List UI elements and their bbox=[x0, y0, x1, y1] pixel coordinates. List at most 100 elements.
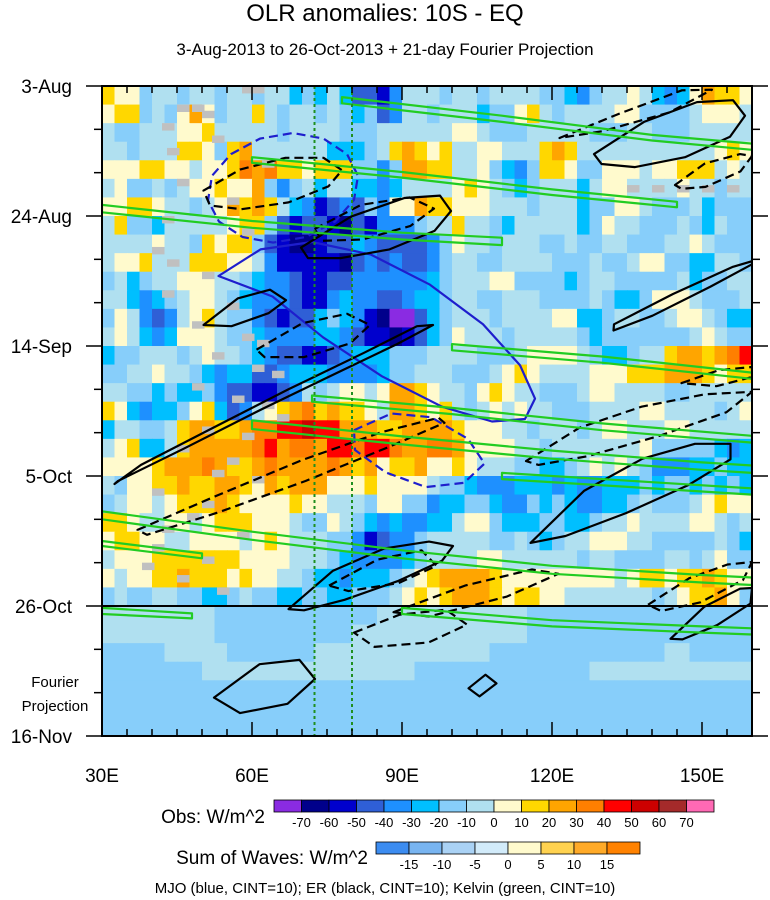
heatmap-cell bbox=[377, 717, 391, 736]
heatmap-cell bbox=[139, 346, 153, 366]
heatmap-cell bbox=[252, 253, 266, 273]
heatmap-cell bbox=[514, 661, 528, 681]
heatmap-cell bbox=[577, 531, 591, 551]
heatmap-cell bbox=[377, 86, 391, 106]
heatmap-cell bbox=[527, 587, 541, 607]
heatmap-cell bbox=[614, 234, 628, 254]
heatmap-cell bbox=[564, 290, 578, 310]
heatmap-cell bbox=[177, 401, 191, 421]
y-tick-label: 24-Aug bbox=[11, 207, 72, 228]
heatmap-cell bbox=[739, 587, 752, 607]
heatmap-cell bbox=[464, 717, 478, 736]
heatmap-cell bbox=[114, 160, 128, 180]
heatmap-cell bbox=[127, 420, 141, 440]
heatmap-cell bbox=[164, 624, 178, 644]
missing-data-cell bbox=[227, 197, 240, 205]
heatmap-cell bbox=[289, 661, 303, 681]
heatmap-cell bbox=[302, 494, 316, 514]
heatmap-cell bbox=[352, 717, 366, 736]
heatmap-cell bbox=[327, 401, 341, 421]
heatmap-cell bbox=[164, 178, 178, 199]
heatmap-cell bbox=[327, 606, 341, 626]
heatmap-cell bbox=[652, 216, 666, 236]
heatmap-cell bbox=[114, 216, 128, 236]
heatmap-cell bbox=[689, 680, 703, 700]
heatmap-cell bbox=[277, 476, 291, 496]
heatmap-cell bbox=[539, 234, 553, 254]
heatmap-cell bbox=[177, 216, 191, 236]
heatmap-cell bbox=[414, 253, 428, 273]
heatmap-cell bbox=[314, 550, 328, 570]
heatmap-cell bbox=[139, 308, 153, 329]
heatmap-cell bbox=[452, 661, 466, 681]
heatmap-cell bbox=[264, 253, 278, 273]
heatmap-cell bbox=[677, 123, 691, 143]
heatmap-cell bbox=[702, 197, 716, 217]
heatmap-cell bbox=[564, 661, 578, 681]
heatmap-cell bbox=[539, 271, 553, 291]
heatmap-cell bbox=[739, 178, 752, 199]
heatmap-cell bbox=[639, 420, 653, 440]
heatmap-cell bbox=[452, 680, 466, 700]
missing-data-cell bbox=[727, 185, 740, 193]
er-contour-neg bbox=[255, 312, 372, 359]
heatmap-cell bbox=[364, 364, 378, 384]
missing-data-cell bbox=[227, 302, 240, 311]
heatmap-cell bbox=[464, 698, 478, 719]
heatmap-cell bbox=[114, 717, 128, 736]
heatmap-cell bbox=[652, 624, 666, 644]
heatmap-cell bbox=[689, 216, 703, 236]
heatmap-cell bbox=[302, 271, 316, 291]
heatmap-cell bbox=[452, 383, 466, 403]
heatmap-cell bbox=[327, 698, 341, 719]
heatmap-cell bbox=[389, 643, 403, 663]
heatmap-cell bbox=[114, 438, 128, 459]
missing-data-cell bbox=[257, 339, 270, 348]
heatmap-cell bbox=[702, 383, 716, 403]
heatmap-cell bbox=[139, 383, 153, 403]
heatmap-cell bbox=[489, 86, 503, 106]
heatmap-cell bbox=[627, 160, 641, 180]
heatmap-cell bbox=[502, 457, 516, 477]
heatmap-cell bbox=[327, 476, 341, 496]
obs-colorbar-tick-label: -50 bbox=[347, 815, 366, 830]
heatmap-cell bbox=[577, 438, 591, 459]
heatmap-cell bbox=[489, 271, 503, 291]
wave-colorbar-swatch bbox=[573, 841, 608, 855]
heatmap-cell bbox=[677, 531, 691, 551]
heatmap-cell bbox=[502, 86, 516, 106]
x-tick-label: 90E bbox=[385, 766, 419, 787]
heatmap-cell bbox=[677, 253, 691, 273]
heatmap-cell bbox=[714, 197, 728, 217]
heatmap-cell bbox=[202, 438, 216, 459]
heatmap-cell bbox=[102, 606, 116, 626]
heatmap-cell bbox=[714, 717, 728, 736]
heatmap-cell bbox=[514, 717, 528, 736]
heatmap-cell bbox=[677, 661, 691, 681]
heatmap-cell bbox=[152, 104, 166, 124]
wave-colorbar-swatch bbox=[507, 841, 542, 855]
heatmap-cell bbox=[389, 290, 403, 310]
heatmap-cell bbox=[239, 717, 253, 736]
heatmap-cell bbox=[339, 587, 353, 607]
heatmap-cell bbox=[277, 680, 291, 700]
heatmap-cell bbox=[314, 197, 328, 217]
heatmap-cell bbox=[702, 717, 716, 736]
heatmap-cell bbox=[289, 346, 303, 366]
obs-colorbar-tick-label: 10 bbox=[514, 815, 528, 830]
heatmap-cell bbox=[514, 86, 528, 106]
heatmap-cell bbox=[477, 160, 491, 180]
obs-colorbar-label: Obs: W/m^2 bbox=[161, 807, 265, 828]
heatmap-cell bbox=[602, 123, 616, 143]
heatmap-cell bbox=[714, 661, 728, 681]
heatmap-cell bbox=[714, 178, 728, 199]
heatmap-cell bbox=[127, 550, 141, 570]
heatmap-cell bbox=[339, 698, 353, 719]
er-contour-pos bbox=[113, 323, 435, 486]
heatmap-cell bbox=[127, 494, 141, 514]
heatmap-cell bbox=[502, 698, 516, 719]
heatmap-cell bbox=[127, 643, 141, 663]
missing-data-cell bbox=[272, 370, 285, 379]
heatmap-cell bbox=[439, 568, 453, 589]
heatmap-cell bbox=[689, 104, 703, 124]
